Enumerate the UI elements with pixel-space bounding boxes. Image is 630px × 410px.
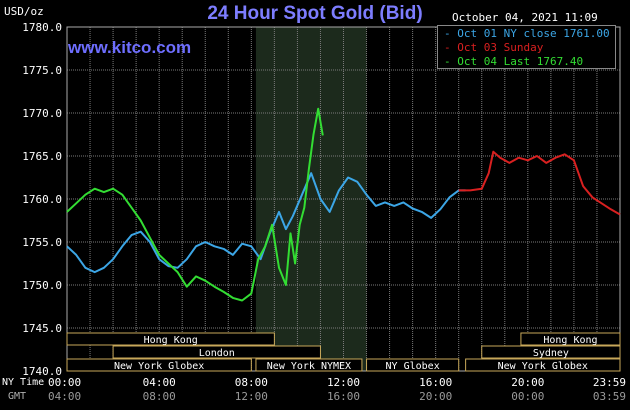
session-label: New York Globex (498, 361, 588, 372)
session-bar (66, 332, 275, 346)
y-tick-label: 1770.0 (22, 107, 62, 120)
series-oct04-line (66, 107, 324, 302)
x-tick-label: 00:00 (48, 376, 81, 389)
x-tick-label: 16:00 (419, 376, 452, 389)
session-bar (112, 345, 321, 359)
datestamp: October 04, 2021 11:09 (452, 11, 598, 24)
x-tick-label: 08:00 (235, 376, 268, 389)
y-tick-label: 1745.0 (22, 322, 62, 335)
y-tick-label: 1740.0 (22, 365, 62, 378)
legend-entry-oct04: - Oct 04 Last 1767.40 (444, 55, 584, 68)
legend-entry-oct01: - Oct 01 NY close 1761.00 (444, 27, 610, 40)
gmt-tick-label: 08:00 (143, 390, 176, 403)
x-tick-label: 20:00 (511, 376, 544, 389)
x-tick-label: 12:00 (327, 376, 360, 389)
y-tick-label: 1760.0 (22, 193, 62, 206)
gmt-tick-label: 20:00 (419, 390, 452, 403)
y-tick-label: 1780.0 (22, 21, 62, 34)
legend: - Oct 01 NY close 1761.00 - Oct 03 Sunda… (437, 25, 616, 69)
session-bar (520, 332, 621, 346)
y-unit-label: USD/oz (4, 5, 44, 18)
session-label: Sydney (533, 348, 569, 359)
session-label: Hong Kong (144, 335, 198, 346)
x-tick-label: 23:59 (593, 376, 626, 389)
session-bar (66, 358, 252, 372)
session-label: Hong Kong (543, 335, 597, 346)
session-label: NY Globex (386, 361, 440, 372)
x-axis-row-label-gmt: GMT (8, 391, 26, 402)
session-bar (366, 358, 460, 372)
session-bar (481, 345, 621, 359)
x-axis-row-label-ny: NY Time (2, 377, 44, 388)
site-url[interactable]: www.kitco.com (68, 38, 192, 57)
session-bar (255, 358, 363, 372)
legend-entry-oct03: - Oct 03 Sunday (444, 41, 544, 54)
y-tick-label: 1750.0 (22, 279, 62, 292)
gmt-tick-label: 00:00 (511, 390, 544, 403)
session-label: New York NYMEX (267, 361, 351, 372)
x-tick-label: 04:00 (143, 376, 176, 389)
chart-title: 24 Hour Spot Gold (Bid) (207, 3, 423, 24)
y-tick-label: 1775.0 (22, 64, 62, 77)
gmt-tick-label: 03:59 (593, 390, 626, 403)
y-tick-label: 1765.0 (22, 150, 62, 163)
series-oct03-line (458, 150, 621, 216)
session-label: London (199, 348, 235, 359)
y-tick-label: 1755.0 (22, 236, 62, 249)
session-label: New York Globex (114, 361, 204, 372)
session-bar (465, 358, 621, 372)
gmt-tick-label: 04:00 (48, 390, 81, 403)
gmt-tick-label: 12:00 (235, 390, 268, 403)
gmt-tick-label: 16:00 (327, 390, 360, 403)
